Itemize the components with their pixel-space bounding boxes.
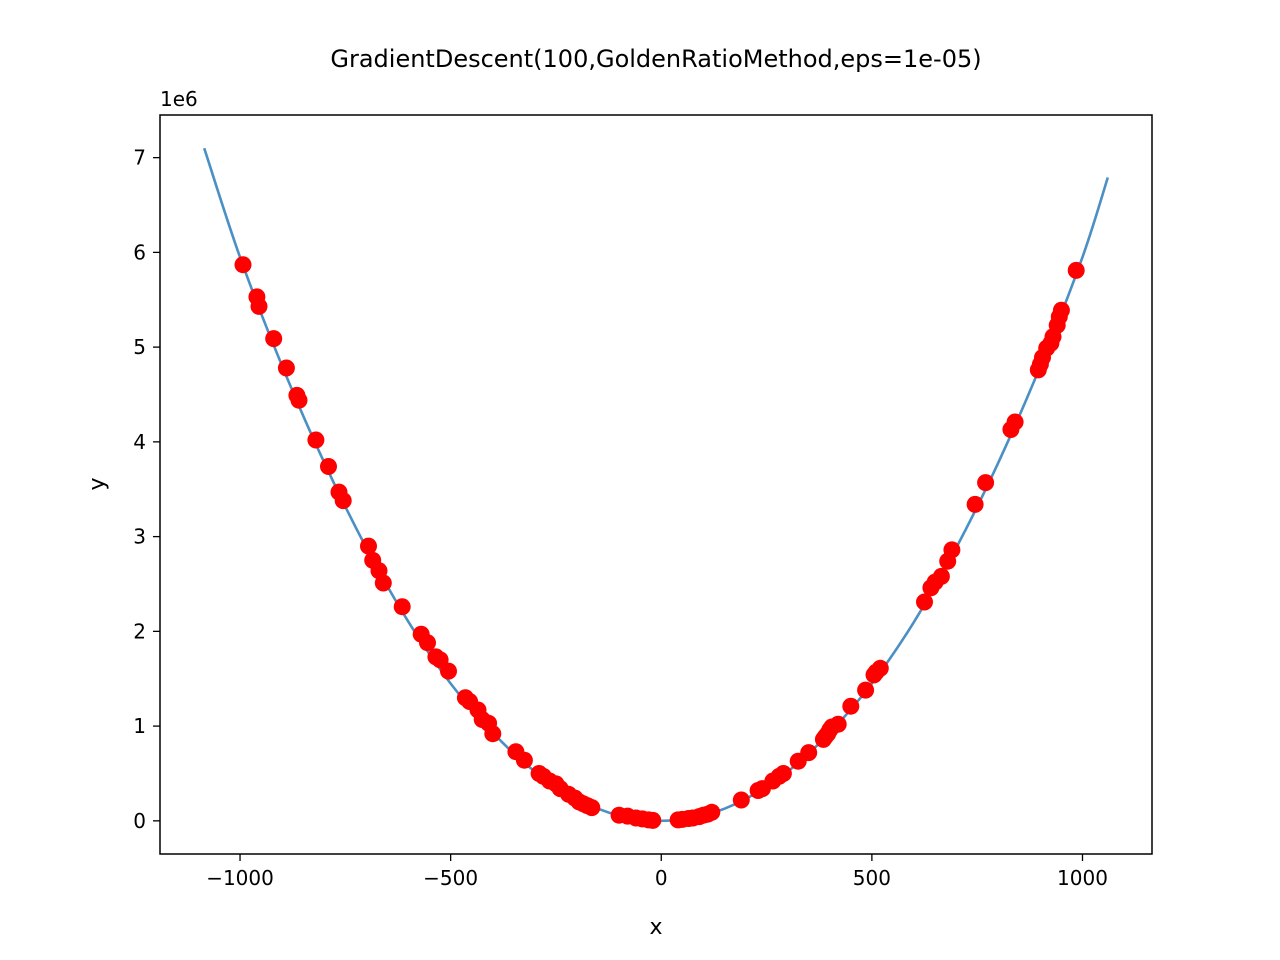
x-tick-label: 0: [655, 866, 668, 890]
data-point: [265, 330, 283, 348]
y-tick-label: 3: [133, 525, 146, 549]
data-point: [932, 567, 950, 585]
data-point: [484, 725, 502, 743]
y-tick-label: 4: [133, 430, 146, 454]
data-point: [515, 751, 533, 769]
chart-title: GradientDescent(100,GoldenRatioMethod,ep…: [330, 45, 981, 73]
data-point: [393, 598, 411, 616]
x-tick-label: −1000: [206, 866, 274, 890]
x-tick-label: 500: [853, 866, 891, 890]
data-point: [374, 574, 392, 592]
x-tick-label: −500: [423, 866, 478, 890]
data-point: [419, 634, 436, 652]
y-tick-label: 6: [133, 240, 146, 264]
data-point: [440, 662, 457, 680]
data-point: [800, 744, 818, 762]
data-point: [943, 541, 961, 559]
data-point: [234, 256, 252, 274]
data-point: [977, 474, 995, 492]
data-point: [1067, 261, 1085, 279]
x-axis-ticks: −1000 −500 0 500 1000: [206, 854, 1108, 890]
y-axis-ticks: 0 1 2 3 4 5 6 7: [133, 146, 160, 833]
y-tick-label: 7: [133, 146, 146, 170]
y-tick-label: 1: [133, 714, 146, 738]
data-point: [334, 492, 352, 510]
data-point: [583, 799, 601, 817]
y-tick-label: 0: [133, 809, 146, 833]
x-tick-label: 1000: [1057, 866, 1108, 890]
data-point: [360, 537, 377, 555]
points-layer: [234, 256, 1085, 829]
data-point: [842, 697, 860, 715]
plot-frame: [159, 114, 1153, 855]
data-point: [307, 431, 325, 449]
data-point: [703, 803, 721, 821]
data-point: [290, 391, 308, 409]
y-axis-label: y: [85, 477, 110, 490]
data-point: [857, 681, 875, 699]
y-tick-label: 5: [133, 335, 146, 359]
x-axis-label: x: [649, 915, 662, 940]
data-point: [277, 359, 295, 377]
data-point: [732, 791, 750, 809]
data-point: [916, 593, 933, 611]
data-point: [966, 495, 984, 513]
data-point: [250, 297, 268, 315]
data-point: [871, 659, 889, 677]
y-tick-label: 2: [133, 619, 146, 643]
data-point: [774, 765, 792, 782]
data-point: [644, 811, 662, 829]
data-point: [829, 715, 847, 733]
data-point: [320, 458, 337, 475]
data-point: [1006, 413, 1024, 431]
data-point: [1052, 301, 1070, 319]
y-axis-offset-label: 1e6: [160, 87, 198, 111]
